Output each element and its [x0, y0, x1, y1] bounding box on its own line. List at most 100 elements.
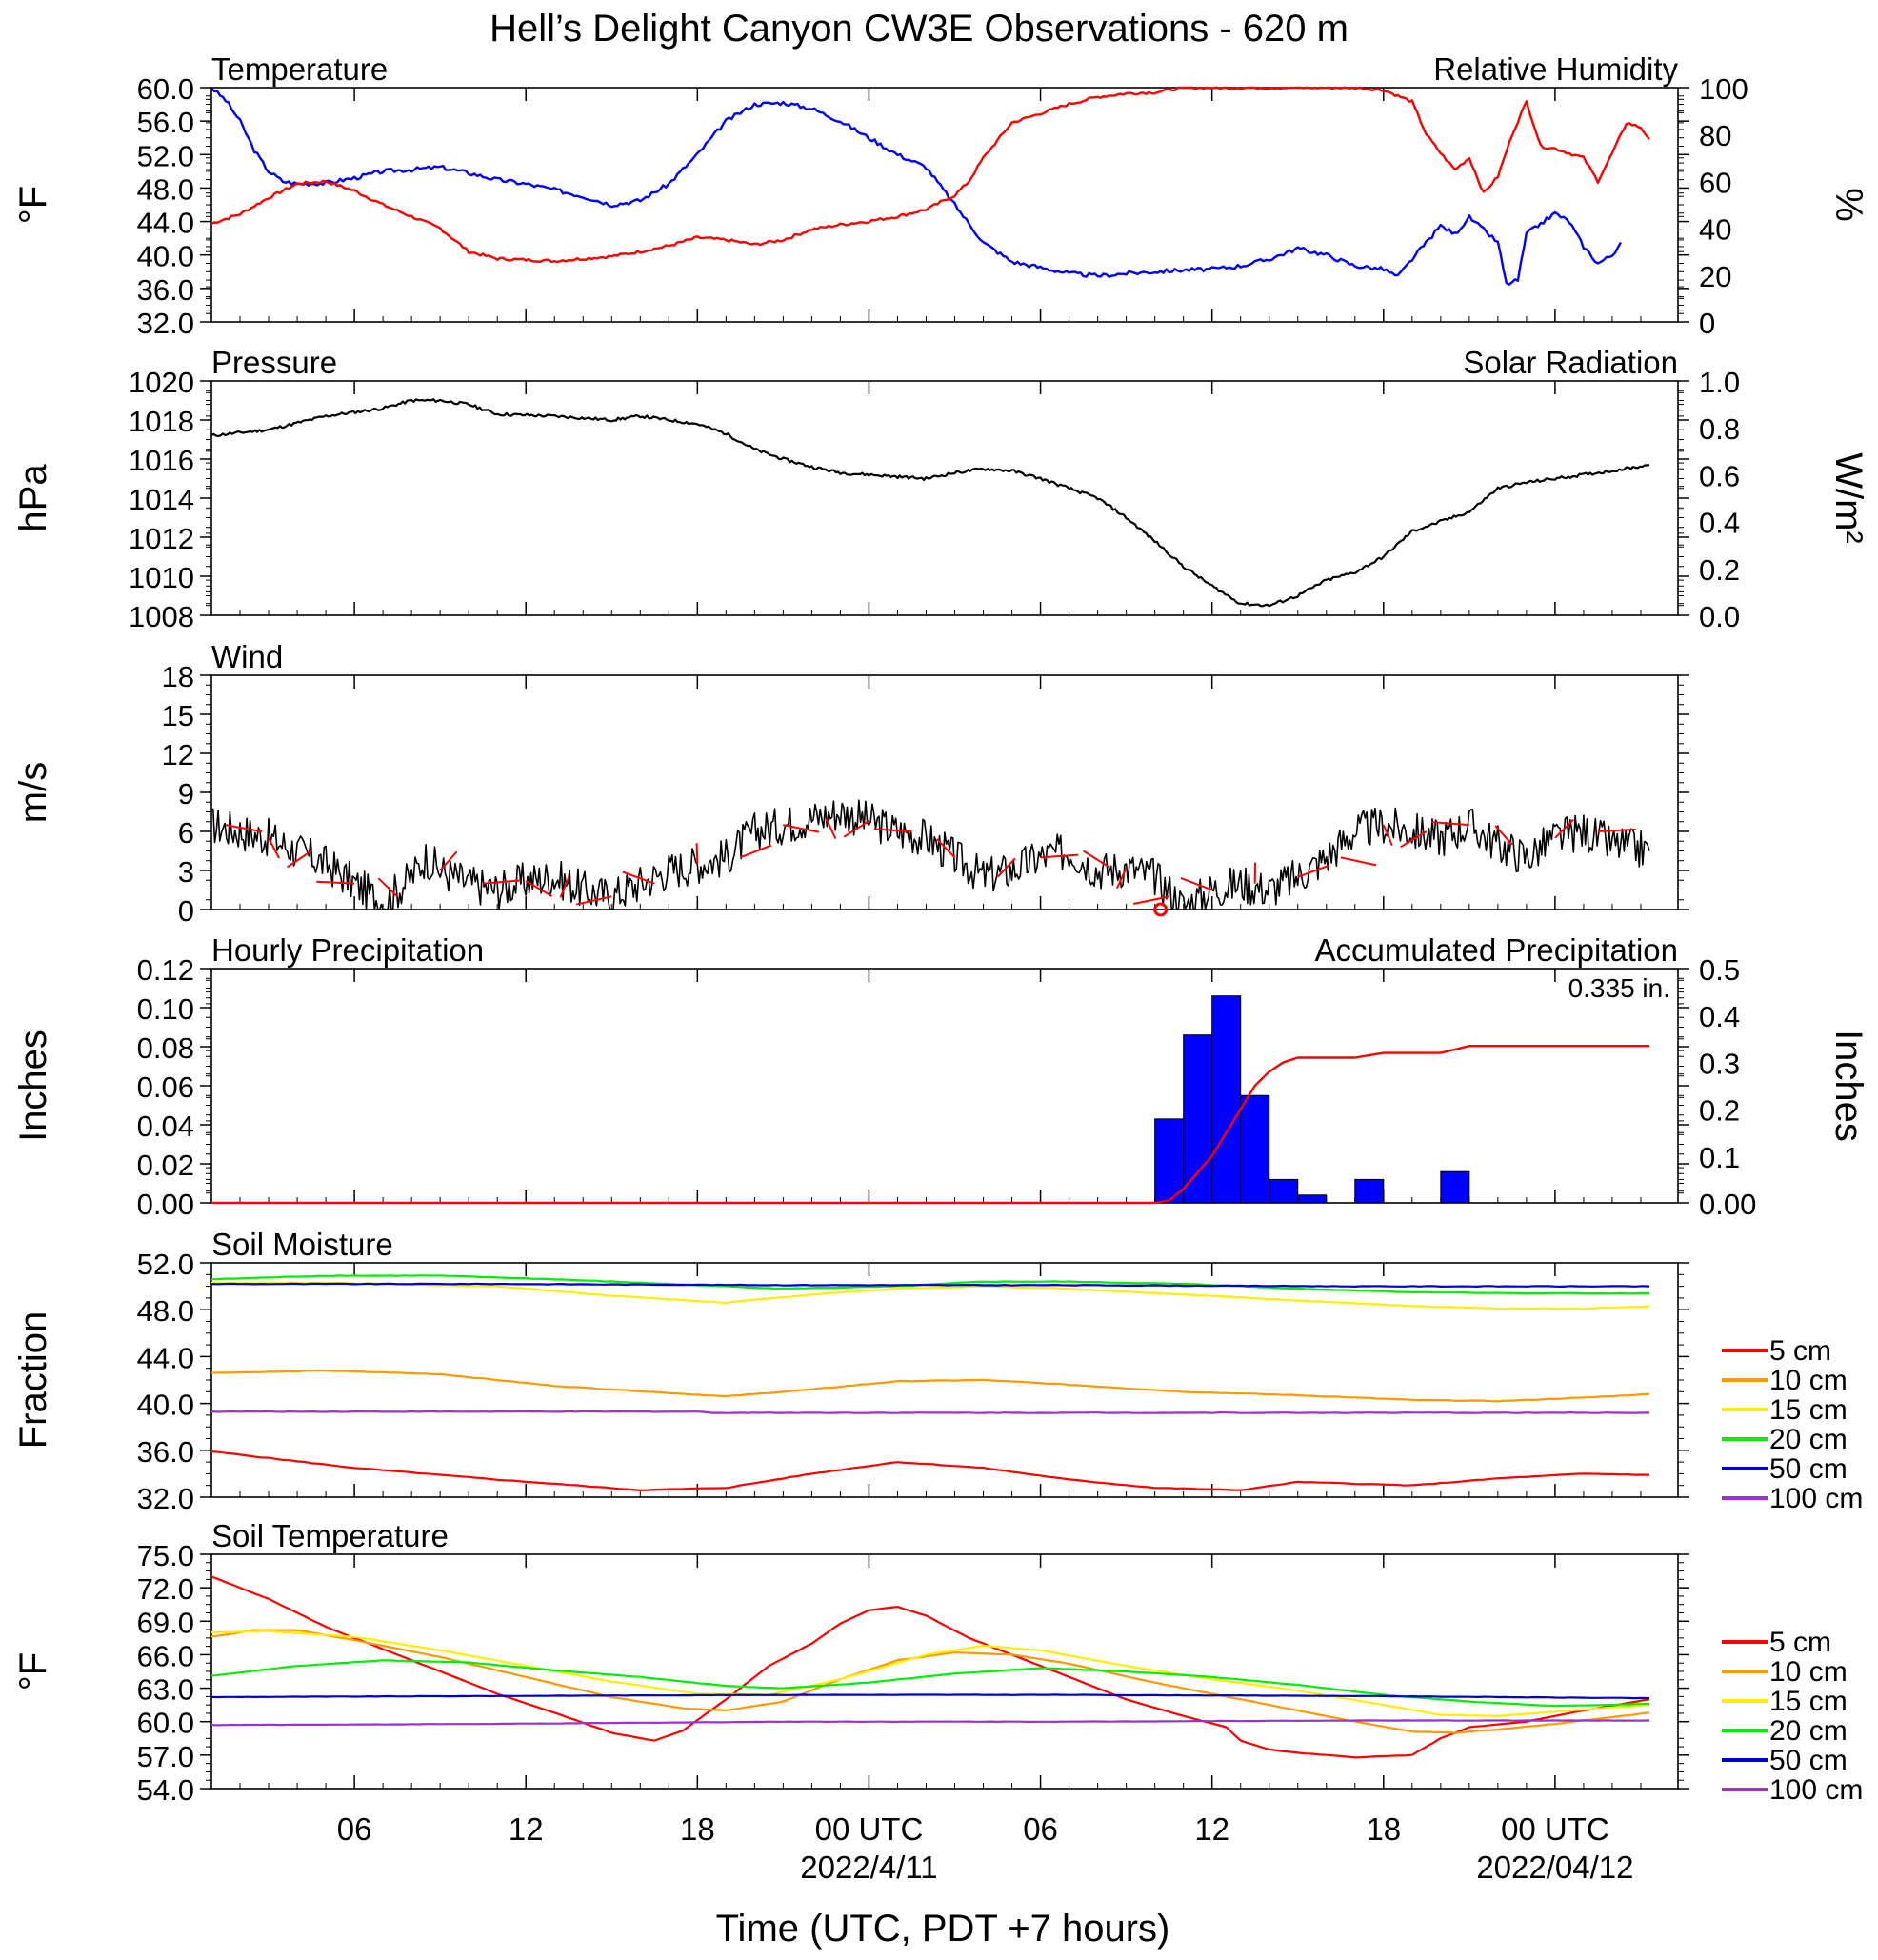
- precip-right-title: Accumulated Precipitation: [1314, 932, 1678, 968]
- wind-barb: [1597, 828, 1636, 832]
- pressure-frame: [210, 380, 1679, 616]
- wind-barb: [843, 820, 869, 838]
- soil_temp-ytick-label-left: 54.0: [137, 1773, 194, 1807]
- precip-bar: [1154, 1118, 1185, 1204]
- temp_rh-panel: 60.056.052.048.044.040.036.032.0 100 80 60 4…: [12, 51, 1869, 340]
- wind-barb: [1400, 830, 1428, 849]
- legend-label: 100 cm: [1769, 1774, 1863, 1806]
- wind-barb: [996, 857, 1016, 878]
- wind-barb: [1494, 825, 1513, 846]
- precip-total-label: 0.335 in.: [1568, 973, 1670, 1003]
- temp_rh-ytick-label-left: 48.0: [137, 172, 194, 206]
- soil-15cm-line: [210, 1630, 1650, 1717]
- legend-label: 20 cm: [1769, 1715, 1848, 1747]
- soil_temp-ytick-label-left: 69.0: [137, 1606, 194, 1639]
- pressure-ytick-label-left: 1010: [129, 561, 194, 594]
- wind-barb: [268, 837, 280, 859]
- temp_rh-ytick-label-left: 56.0: [137, 106, 194, 139]
- wind-barb: [1180, 876, 1213, 891]
- pressure-ytick-label-left: 1008: [129, 600, 194, 633]
- soil_temp-ytick-label-left: 75.0: [137, 1539, 194, 1572]
- time-tick-label: 00 UTC: [815, 1811, 924, 1847]
- temp_rh-ytick-label-left: 32.0: [137, 307, 194, 340]
- wind-ytick-label-left: 15: [162, 699, 194, 732]
- wind-barb: [825, 817, 837, 840]
- soil_moisture-ytick-label-left: 52.0: [137, 1248, 194, 1281]
- soil_moisture-ytick-label-left: 32.0: [137, 1482, 194, 1515]
- precip-ytick-label-left: 0.02: [137, 1149, 194, 1182]
- temp_rh-ytick-label-right: 20: [1699, 260, 1731, 293]
- precip-ytick-label-left: 0.12: [137, 953, 194, 987]
- precip-bar: [1269, 1178, 1299, 1204]
- soil_temp-panel: 75.072.069.066.063.060.057.054.0 Soil Tem…: [12, 1518, 1863, 1807]
- soil_moisture-panel: 52.0 48.0 44.0 40.0 36.0 32.0 Soil Moisture Fra…: [12, 1227, 1863, 1515]
- precip-ytick-label-left: 0.08: [137, 1031, 194, 1065]
- soil_moisture-ytick-label-left: 48.0: [137, 1294, 194, 1328]
- wind-left-title: Wind: [211, 639, 283, 674]
- temp_rh-ytick-label-left: 44.0: [137, 207, 194, 240]
- precip-bar: [1211, 995, 1242, 1204]
- pressure-left-ylabel: hPa: [12, 464, 54, 532]
- time-tick-label: 18: [680, 1811, 715, 1847]
- time-tick-label: 06: [1023, 1811, 1058, 1847]
- pressure-right-title: Solar Radiation: [1463, 345, 1678, 380]
- wind-barb: [1554, 818, 1575, 839]
- time-tick-label: 00 UTC: [1501, 1811, 1609, 1847]
- temp_rh-ytick-label-left: 60.0: [137, 72, 194, 106]
- precip-bar: [1297, 1194, 1328, 1204]
- soil_temp-ytick-label-left: 63.0: [137, 1673, 194, 1707]
- temp_rh-ytick-label-right: 100: [1699, 72, 1748, 106]
- wind-barb: [287, 850, 312, 869]
- wind-barb: [316, 880, 355, 885]
- wind-barb: [483, 879, 521, 885]
- legend-label: 5 cm: [1769, 1335, 1831, 1367]
- precip-bar: [1240, 1094, 1270, 1204]
- pressure-ytick-label-left: 1016: [129, 444, 194, 477]
- temp_rh-left-ylabel: °F: [12, 186, 54, 224]
- soil_temp-frame: [210, 1553, 1679, 1790]
- wind-barb: [739, 844, 772, 859]
- wind-barb: [1431, 821, 1469, 827]
- soil_temp-ytick-label-left: 72.0: [137, 1572, 194, 1606]
- precip-ytick-label-left: 0.00: [137, 1188, 194, 1221]
- wind-barb: [439, 850, 458, 871]
- accumulated-precip-line: [211, 1045, 1649, 1205]
- calm-wind-marker: [1153, 902, 1169, 917]
- temp_rh-ytick-label-right: 0: [1699, 307, 1715, 340]
- precip-left-ylabel: Inches: [12, 1030, 54, 1142]
- wind-left-ylabel: m/s: [12, 762, 54, 823]
- precip-right-ylabel: Inches: [1828, 1030, 1869, 1142]
- precip-frame: [210, 968, 1679, 1204]
- pressure-ytick-label-right: 1.0: [1699, 366, 1740, 399]
- pressure-ytick-label-left: 1014: [129, 483, 194, 516]
- wind-panel: 18 15 12 9 6 3 0 Wind m/s: [12, 639, 1689, 928]
- soil-10cm-line: [210, 1629, 1650, 1734]
- precip-ytick-label-right: 0.00: [1699, 1188, 1756, 1221]
- legend-label: 50 cm: [1769, 1745, 1848, 1776]
- legend-label: 10 cm: [1769, 1365, 1848, 1396]
- precip-ytick-label-right: 0.4: [1699, 1000, 1740, 1033]
- soil-5cm-line: [210, 1450, 1650, 1491]
- temp_rh-left-title: Temperature: [211, 51, 388, 87]
- precip-ytick-label-right: 0.1: [1699, 1141, 1740, 1174]
- soil_temp-left-title: Soil Temperature: [211, 1518, 449, 1553]
- legend-label: 5 cm: [1769, 1627, 1831, 1658]
- wind-ytick-label-left: 6: [178, 816, 194, 850]
- wind-barb: [225, 824, 263, 833]
- soil_temp-ytick-label-left: 66.0: [137, 1639, 194, 1672]
- temp_rh-frame: [210, 87, 1679, 323]
- wind-barb: [695, 843, 699, 865]
- date-label: 2022/4/11: [800, 1850, 937, 1885]
- temp_rh-right-title: Relative Humidity: [1433, 51, 1678, 87]
- legend-label: 10 cm: [1769, 1656, 1848, 1688]
- date-label: 2022/04/12: [1476, 1850, 1633, 1885]
- precip-ytick-label-right: 0.2: [1699, 1094, 1740, 1128]
- soil-100cm-line: [210, 1719, 1650, 1727]
- pressure-ytick-label-right: 0.8: [1699, 412, 1740, 446]
- wind-barb: [559, 876, 570, 898]
- pressure-panel: 1020 1018 1016 1014 1012 1010 1008 1.0 0.8 0.6 0.4…: [12, 345, 1869, 633]
- precip-bar: [1354, 1178, 1385, 1204]
- humidity-line: [210, 86, 1650, 264]
